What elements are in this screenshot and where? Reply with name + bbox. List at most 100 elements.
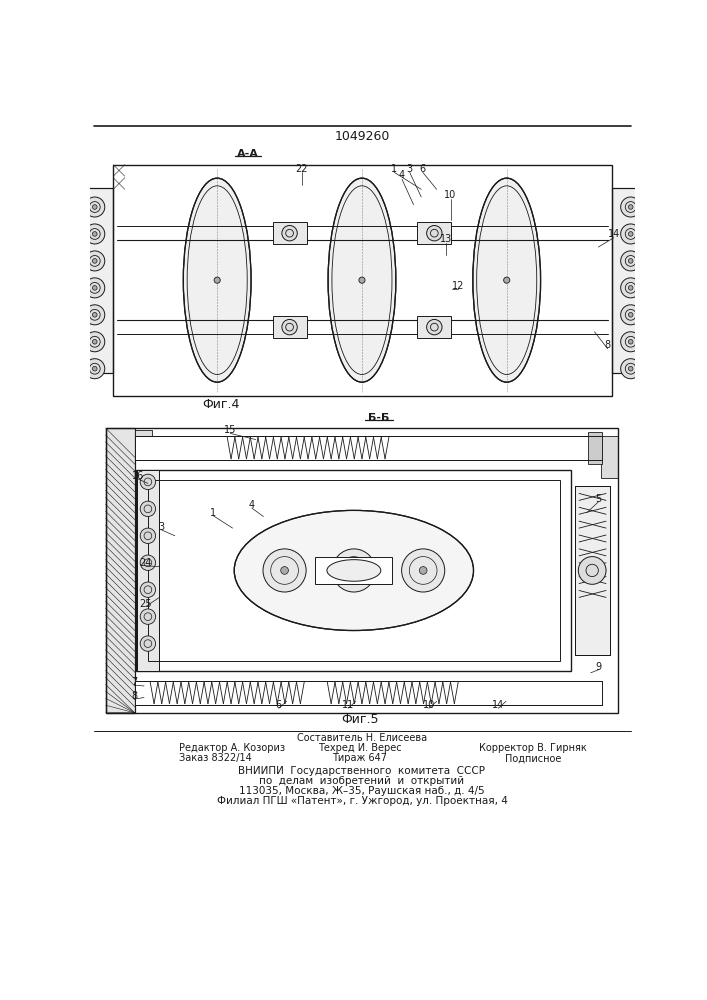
- Circle shape: [503, 277, 510, 283]
- Text: 14: 14: [492, 700, 504, 710]
- Bar: [417, 316, 451, 338]
- Bar: [105, 428, 618, 713]
- Bar: [105, 428, 618, 713]
- Circle shape: [214, 277, 221, 283]
- Circle shape: [85, 197, 105, 217]
- Bar: [601, 436, 618, 478]
- Circle shape: [93, 232, 97, 236]
- Bar: [575, 486, 610, 655]
- Circle shape: [629, 339, 633, 344]
- Text: 10: 10: [445, 190, 457, 200]
- Text: 16: 16: [132, 471, 144, 481]
- Text: Тираж 647: Тираж 647: [332, 753, 387, 763]
- Bar: [148, 480, 560, 661]
- Bar: [105, 428, 135, 713]
- Circle shape: [629, 232, 633, 236]
- Text: 24: 24: [139, 558, 152, 568]
- Circle shape: [629, 205, 633, 209]
- Bar: [76, 188, 113, 373]
- Circle shape: [93, 339, 97, 344]
- Text: 4: 4: [399, 170, 405, 180]
- Text: 22: 22: [296, 164, 308, 174]
- Bar: [113, 165, 612, 396]
- Ellipse shape: [473, 178, 541, 382]
- Bar: [137, 470, 158, 671]
- Text: 12: 12: [452, 281, 464, 291]
- Circle shape: [621, 224, 641, 244]
- Text: 8: 8: [132, 691, 138, 701]
- Text: Б-Б: Б-Б: [368, 413, 390, 423]
- Text: 25: 25: [139, 599, 152, 609]
- Text: 6: 6: [276, 700, 282, 710]
- Circle shape: [629, 286, 633, 290]
- Ellipse shape: [234, 510, 474, 631]
- Circle shape: [93, 205, 97, 209]
- Text: 13: 13: [440, 234, 452, 244]
- Bar: [588, 432, 602, 464]
- Circle shape: [140, 555, 156, 570]
- Bar: [315, 557, 392, 584]
- Text: 9: 9: [595, 662, 602, 672]
- Circle shape: [85, 251, 105, 271]
- Circle shape: [426, 319, 442, 335]
- Circle shape: [85, 305, 105, 325]
- Circle shape: [140, 474, 156, 490]
- Text: Техред И. Верес: Техред И. Верес: [318, 743, 402, 753]
- Text: 15: 15: [224, 425, 236, 435]
- Text: 4: 4: [249, 500, 255, 510]
- Circle shape: [402, 549, 445, 592]
- Text: 3: 3: [158, 522, 164, 532]
- Circle shape: [140, 582, 156, 597]
- Circle shape: [93, 366, 97, 371]
- Text: 1: 1: [210, 508, 216, 518]
- Circle shape: [93, 259, 97, 263]
- Bar: [135, 436, 602, 460]
- Text: 3: 3: [407, 164, 413, 174]
- Text: Заказ 8322/14: Заказ 8322/14: [179, 753, 252, 763]
- Circle shape: [578, 557, 606, 584]
- Bar: [273, 222, 307, 244]
- Ellipse shape: [327, 560, 381, 581]
- Circle shape: [140, 528, 156, 544]
- Circle shape: [621, 278, 641, 298]
- Circle shape: [85, 224, 105, 244]
- Circle shape: [621, 251, 641, 271]
- Circle shape: [140, 501, 156, 517]
- Bar: [575, 486, 610, 655]
- Text: 7: 7: [132, 677, 138, 687]
- Circle shape: [93, 286, 97, 290]
- Circle shape: [140, 636, 156, 651]
- Bar: [113, 165, 612, 396]
- Text: Фиг.5: Фиг.5: [341, 713, 378, 726]
- Circle shape: [93, 312, 97, 317]
- Text: 11: 11: [342, 700, 354, 710]
- Bar: [135, 681, 602, 705]
- Circle shape: [621, 305, 641, 325]
- Text: 1: 1: [391, 164, 397, 174]
- Text: Подписное: Подписное: [505, 753, 561, 763]
- Bar: [76, 188, 113, 373]
- Circle shape: [85, 359, 105, 379]
- Text: ВНИИПИ  Государственного  комитета  СССР: ВНИИПИ Государственного комитета СССР: [238, 766, 486, 776]
- Ellipse shape: [183, 178, 251, 382]
- Text: Составитель Н. Елисеева: Составитель Н. Елисеева: [297, 733, 427, 743]
- Circle shape: [629, 312, 633, 317]
- Circle shape: [621, 332, 641, 352]
- Circle shape: [282, 225, 297, 241]
- Text: 8: 8: [604, 340, 611, 350]
- Circle shape: [629, 259, 633, 263]
- Text: по  делам  изобретений  и  открытий: по делам изобретений и открытий: [259, 776, 464, 786]
- Circle shape: [359, 277, 365, 283]
- Circle shape: [281, 567, 288, 574]
- Circle shape: [140, 609, 156, 624]
- Circle shape: [621, 197, 641, 217]
- Circle shape: [85, 278, 105, 298]
- Bar: [273, 316, 307, 338]
- Text: 6: 6: [420, 164, 426, 174]
- Text: Корректор В. Гирняк: Корректор В. Гирняк: [479, 743, 587, 753]
- Text: Фиг.4: Фиг.4: [202, 398, 240, 411]
- Circle shape: [282, 319, 297, 335]
- Bar: [612, 188, 649, 373]
- Bar: [612, 188, 649, 373]
- Bar: [137, 470, 158, 671]
